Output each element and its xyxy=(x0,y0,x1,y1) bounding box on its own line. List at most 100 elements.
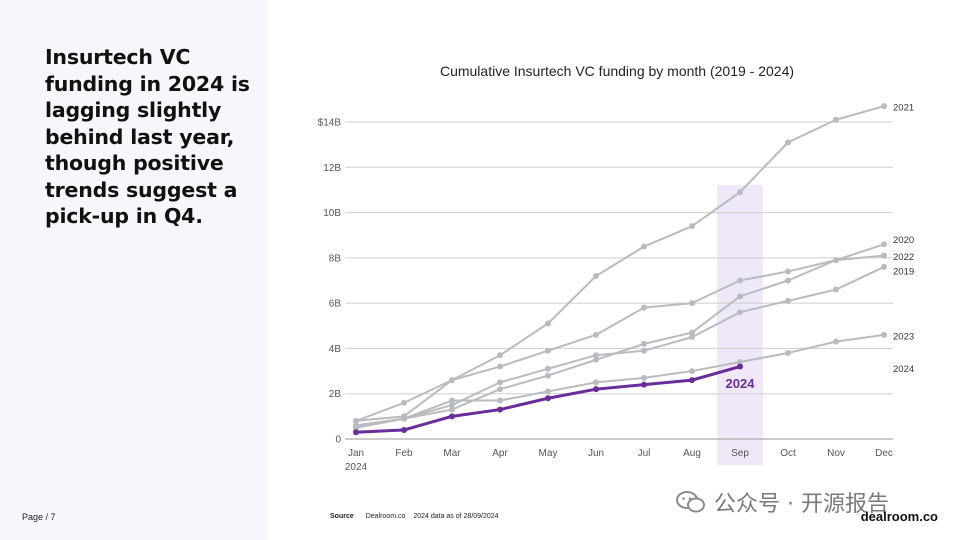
y-tick-label: 2B xyxy=(329,389,342,400)
data-point-2020 xyxy=(881,241,887,248)
data-point-2019 xyxy=(545,365,551,372)
highlight-label: 2024 xyxy=(726,376,756,391)
chart-title: Cumulative Insurtech VC funding by month… xyxy=(439,63,795,79)
data-point-2023 xyxy=(401,415,407,422)
data-point-2024 xyxy=(593,386,599,393)
series-line-2023 xyxy=(355,333,885,427)
x-tick-label: Feb xyxy=(395,448,413,459)
data-point-2024 xyxy=(497,406,503,413)
data-point-2020 xyxy=(497,386,503,393)
data-point-2024 xyxy=(545,395,551,402)
x-tick-label: Dec xyxy=(875,448,893,459)
data-point-2023 xyxy=(881,331,887,338)
data-point-2024 xyxy=(401,426,407,433)
data-point-2019 xyxy=(497,379,503,386)
data-point-2021 xyxy=(881,103,887,110)
data-point-2021 xyxy=(401,399,407,406)
data-point-2024 xyxy=(689,377,695,384)
data-point-2020 xyxy=(593,356,599,363)
x-tick-label: Mar xyxy=(443,448,461,459)
data-point-2021 xyxy=(641,243,647,250)
data-point-2022 xyxy=(353,417,359,424)
data-point-2021 xyxy=(833,116,839,123)
end-label-2022: 2022 xyxy=(893,252,914,263)
data-point-2022 xyxy=(737,277,743,284)
series-line-2022 xyxy=(355,254,885,422)
data-point-2022 xyxy=(641,304,647,311)
x-year-label: 2024 xyxy=(345,462,368,473)
data-point-2022 xyxy=(545,347,551,354)
highlight-band xyxy=(717,185,763,465)
x-tick-label: Jun xyxy=(588,448,604,459)
data-point-2023 xyxy=(689,368,695,375)
data-point-2019 xyxy=(689,334,695,341)
data-point-2021 xyxy=(737,189,743,196)
data-point-2024 xyxy=(449,413,455,420)
watermark: 公众号 · 开源报告 xyxy=(676,486,889,518)
x-tick-label: May xyxy=(539,448,558,459)
data-point-2023 xyxy=(353,422,359,429)
end-label-2021: 2021 xyxy=(893,103,914,114)
data-point-2022 xyxy=(449,377,455,384)
x-tick-label: Oct xyxy=(780,448,796,459)
y-tick-label: 10B xyxy=(323,208,341,219)
y-tick-label: 6B xyxy=(329,299,342,310)
left-panel: Insurtech VC funding in 2024 is lagging … xyxy=(0,0,268,540)
data-point-2021 xyxy=(545,320,551,327)
y-tick-label: 4B xyxy=(329,344,342,355)
end-label-2019: 2019 xyxy=(893,266,914,277)
x-tick-label: Aug xyxy=(683,448,701,459)
data-point-2020 xyxy=(785,277,791,284)
page-number: Page / 7 xyxy=(22,512,56,522)
data-point-2019 xyxy=(785,297,791,304)
watermark-text: 公众号 · 开源报告 xyxy=(714,492,889,517)
data-point-2022 xyxy=(497,363,503,370)
source-label: Source xyxy=(330,513,354,520)
data-point-2023 xyxy=(593,379,599,386)
x-tick-label: Sep xyxy=(731,448,749,459)
source-value: Dealroom.co xyxy=(365,513,406,520)
data-point-2019 xyxy=(641,347,647,354)
data-point-2023 xyxy=(833,338,839,345)
brand-logo: dealroom.co xyxy=(860,509,938,524)
data-point-2024 xyxy=(353,429,359,436)
data-point-2023 xyxy=(545,388,551,395)
data-point-2023 xyxy=(449,397,455,404)
headline: Insurtech VC funding in 2024 is lagging … xyxy=(45,45,250,228)
y-tick-label: $14B xyxy=(318,118,342,129)
data-point-2021 xyxy=(689,223,695,230)
series-line-2019 xyxy=(355,265,885,429)
y-tick-label: 12B xyxy=(323,163,341,174)
data-point-2023 xyxy=(641,374,647,381)
data-point-2022 xyxy=(593,331,599,338)
x-tick-label: Jul xyxy=(638,448,651,459)
end-label-2024: 2024 xyxy=(893,364,914,375)
y-tick-label: 8B xyxy=(329,253,342,264)
y-tick-label: 0 xyxy=(335,435,341,446)
x-tick-label: Jan xyxy=(348,448,364,459)
data-point-2021 xyxy=(785,139,791,146)
data-point-2023 xyxy=(785,349,791,356)
data-point-2020 xyxy=(641,340,647,347)
data-point-2024 xyxy=(737,363,743,370)
data-point-2020 xyxy=(737,293,743,300)
series-line-2021 xyxy=(355,105,885,422)
data-note: 2024 data as of 28/09/2024 xyxy=(413,513,499,520)
data-point-2022 xyxy=(881,252,887,259)
end-label-2020: 2020 xyxy=(893,235,914,246)
source-line: Source Dealroom.co 2024 data as of 28/09… xyxy=(330,513,499,520)
end-label-2023: 2023 xyxy=(893,331,914,342)
data-point-2023 xyxy=(737,359,743,366)
data-point-2019 xyxy=(737,309,743,316)
data-point-2019 xyxy=(593,352,599,359)
data-point-2019 xyxy=(881,263,887,270)
series-line-2020 xyxy=(355,243,885,429)
data-point-2022 xyxy=(689,300,695,307)
data-point-2019 xyxy=(449,402,455,409)
wechat-icon xyxy=(676,491,705,513)
data-point-2019 xyxy=(833,286,839,293)
data-point-2022 xyxy=(785,268,791,275)
data-point-2020 xyxy=(689,329,695,336)
data-point-2021 xyxy=(593,272,599,279)
data-point-2022 xyxy=(833,257,839,264)
